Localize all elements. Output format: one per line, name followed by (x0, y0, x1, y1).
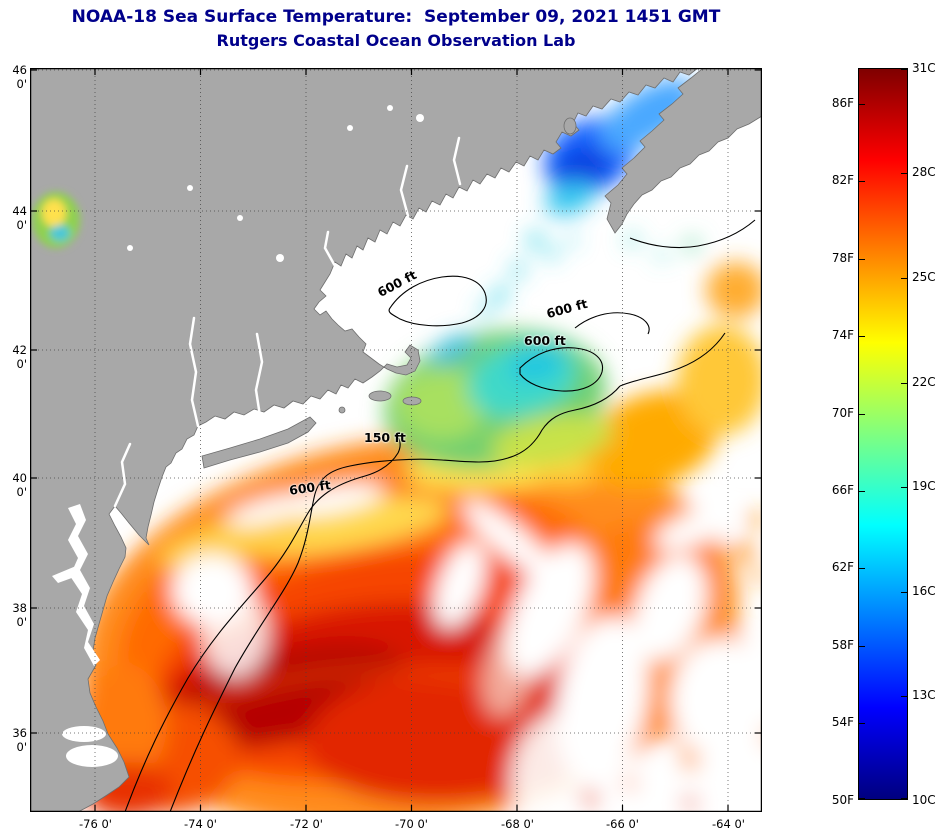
marthas-vineyard (368, 390, 392, 402)
colorbar-label-19c: 19C (912, 479, 936, 493)
lon-label-66: -66 0' (606, 817, 639, 831)
page-title: NOAA-18 Sea Surface Temperature: Septemb… (71, 7, 721, 27)
lake-ontario-sst (32, 192, 80, 248)
block-island (338, 406, 346, 414)
colorbar-label-82f: 82F (831, 173, 854, 187)
contour-label-150ft: 150 ft (364, 430, 406, 445)
lat-label-36: 36 0' (12, 726, 27, 754)
grand-manan (563, 117, 577, 135)
albemarle-sound (62, 726, 106, 742)
mainland-coast (30, 68, 699, 812)
colorbar-label-86f: 86F (831, 96, 854, 110)
contour-scotian-shelf (629, 219, 756, 249)
colorbar-label-66f: 66F (831, 483, 854, 497)
colorbar-label-31c: 31C (912, 61, 936, 75)
colorbar-label-10c: 10C (912, 793, 936, 807)
connecticut-river (254, 332, 264, 418)
lat-label-40: 40 0' (12, 471, 27, 499)
long-island (201, 416, 317, 469)
lat-label-38: 38 0' (12, 601, 27, 629)
merrimack-river (323, 230, 337, 268)
map-border-frame (30, 68, 762, 812)
contour-600ft-wilkinson-basin (388, 275, 487, 327)
graticule-grid (30, 68, 762, 812)
colorbar-label-58f: 58F (831, 638, 854, 652)
contour-150ft-inshore (124, 433, 401, 812)
contour-600ft-georges-basin (574, 312, 650, 335)
colorbar-label-78f: 78F (831, 251, 854, 265)
colorbar (858, 68, 908, 800)
depth-contours (124, 219, 756, 812)
map-area (30, 68, 762, 812)
lat-label-44: 44 0' (12, 204, 27, 232)
colorbar-label-70f: 70F (831, 406, 854, 420)
sst-map-graphic (30, 68, 762, 812)
penobscot-river (452, 136, 462, 186)
lon-label-76: -76 0' (79, 817, 112, 831)
colorbar-label-25c: 25C (912, 270, 936, 284)
sst-temperature-field (77, 78, 762, 812)
lon-label-64: -64 0' (712, 817, 745, 831)
colorbar-label-54f: 54F (831, 715, 854, 729)
land-mass (30, 68, 762, 812)
chesapeake-bay (68, 504, 100, 666)
contour-600ft-shelf (169, 385, 621, 812)
hudson-river (188, 316, 200, 428)
inland-water (52, 105, 462, 767)
delaware-river (113, 442, 132, 508)
contour-label-600ft-3: 600 ft (524, 333, 566, 348)
lon-label-72: -72 0' (290, 817, 323, 831)
page-subtitle: Rutgers Coastal Ocean Observation Lab (216, 31, 576, 50)
contour-600ft-jordan-basin (519, 347, 604, 392)
lon-label-74: -74 0' (184, 817, 217, 831)
colorbar-label-74f: 74F (831, 328, 854, 342)
colorbar-label-13c: 13C (912, 688, 936, 702)
lon-label-70: -70 0' (395, 817, 428, 831)
lon-label-68: -68 0' (501, 817, 534, 831)
colorbar-label-16c: 16C (912, 584, 936, 598)
colorbar-label-22c: 22C (912, 375, 936, 389)
potomac-river (52, 566, 80, 583)
colorbar-label-62f: 62F (831, 560, 854, 574)
lat-label-46: 46 0' (12, 63, 27, 91)
kennebec-river (399, 164, 410, 218)
colorbar-label-50f: 50F (831, 793, 854, 807)
contour-northeast-channel (619, 332, 726, 387)
colorbar-label-28c: 28C (912, 165, 936, 179)
pamlico-sound (66, 745, 118, 767)
colorbar-gradient (859, 69, 907, 799)
lat-label-42: 42 0' (12, 343, 27, 371)
